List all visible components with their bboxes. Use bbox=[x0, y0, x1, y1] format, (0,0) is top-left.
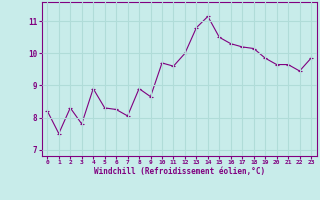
X-axis label: Windchill (Refroidissement éolien,°C): Windchill (Refroidissement éolien,°C) bbox=[94, 167, 265, 176]
